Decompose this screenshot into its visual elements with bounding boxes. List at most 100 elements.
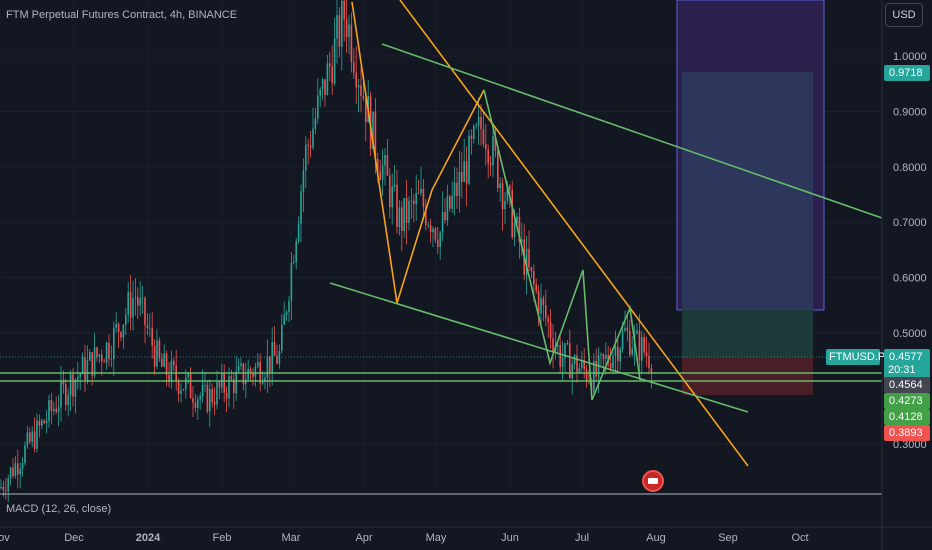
candle-body <box>638 330 641 361</box>
candle-body <box>643 337 645 353</box>
candle-body <box>170 360 173 383</box>
orange-zigzag[interactable] <box>351 1 485 304</box>
time-tick-label: Dec <box>64 532 84 544</box>
macd-indicator-label[interactable]: MACD (12, 26, close) <box>6 503 112 515</box>
candle-body <box>489 163 492 166</box>
candle-body <box>285 312 288 315</box>
candle-body <box>341 0 343 47</box>
candle-body <box>365 98 367 123</box>
candle-body <box>7 478 9 492</box>
candle-body <box>381 165 384 180</box>
candle-body <box>77 376 79 380</box>
candle-body <box>125 314 127 325</box>
candle-body <box>357 85 360 88</box>
candle-body <box>110 359 113 360</box>
candle-body <box>62 381 65 385</box>
entry-zone <box>682 310 813 357</box>
candle-body <box>545 305 547 319</box>
candle-body <box>372 111 374 149</box>
candle-body <box>218 382 221 388</box>
candle-body <box>149 327 151 329</box>
time-tick-label: Feb <box>213 532 232 544</box>
candle-body <box>513 223 516 238</box>
candle-body <box>237 365 240 372</box>
candle-body <box>386 154 389 176</box>
candle-body <box>621 330 624 350</box>
target-zone-inner <box>682 72 813 310</box>
candle-body <box>295 241 297 263</box>
candle-body <box>480 117 482 130</box>
green-lower-channel[interactable] <box>329 282 749 413</box>
candle-body <box>247 368 249 380</box>
green-zigzag[interactable] <box>483 89 641 401</box>
bar-countdown: 20:31 <box>888 364 916 376</box>
candle-body <box>127 292 129 315</box>
candle-body <box>69 374 72 396</box>
candle-body <box>379 171 381 180</box>
candle-body <box>338 15 341 47</box>
candle-body <box>446 196 449 221</box>
time-tick-label: Aug <box>646 532 666 544</box>
candle-body <box>641 337 643 361</box>
candle-body <box>487 149 489 164</box>
candle-body <box>21 463 24 469</box>
stop-price-tag: 0.3893 <box>884 425 930 441</box>
flag-badge-icon[interactable] <box>642 470 664 492</box>
candle-body <box>38 420 41 426</box>
candlestick-series <box>0 0 653 503</box>
candle-body <box>269 356 271 373</box>
candle-body <box>581 359 583 368</box>
candle-body <box>624 327 626 331</box>
candle-body <box>593 360 595 392</box>
candle-body <box>12 467 14 477</box>
price-tick-label: 0.7000 <box>893 217 927 229</box>
candle-body <box>211 389 213 403</box>
candle-body <box>573 355 576 364</box>
candle-body <box>19 468 21 475</box>
orange-trendline[interactable] <box>399 0 749 467</box>
candle-body <box>439 232 441 247</box>
candle-body <box>122 324 125 338</box>
candle-body <box>420 188 422 194</box>
candle-body <box>290 262 293 301</box>
candle-body <box>564 343 566 358</box>
candle-body <box>504 200 506 210</box>
price-tick-label: 0.5000 <box>893 328 927 340</box>
candle-body <box>108 342 110 360</box>
candle-body <box>129 292 132 318</box>
symbol-tag: FTMUSD.P <box>826 349 885 365</box>
candle-body <box>329 63 331 67</box>
candle-body <box>549 322 552 339</box>
candle-body <box>2 486 5 491</box>
time-tick-label: 2024 <box>136 532 161 544</box>
candle-body <box>317 95 319 119</box>
candle-body <box>374 111 377 159</box>
candle-body <box>240 363 242 366</box>
candle-body <box>331 66 333 84</box>
candle-body <box>43 420 45 424</box>
candle-body <box>345 19 348 38</box>
candle-body <box>305 144 307 171</box>
candle-body <box>336 15 338 39</box>
candle-body <box>36 420 38 449</box>
candle-body <box>201 385 204 397</box>
candle-body <box>571 363 573 379</box>
candle-body <box>576 355 578 374</box>
candle-body <box>384 154 386 166</box>
stop-zone[interactable] <box>682 357 813 395</box>
last-price-tag: 0.4577 <box>884 349 930 379</box>
time-axis: Nov Dec 2024 Feb Mar Apr May Jun Jul Aug Sep Oct <box>0 532 809 544</box>
candle-body <box>72 374 74 397</box>
candle-body <box>626 327 629 331</box>
candle-body <box>497 150 499 189</box>
candle-body <box>629 330 631 355</box>
time-tick-label: Apr <box>355 532 372 544</box>
candle-body <box>81 357 84 375</box>
currency-button[interactable]: USD <box>885 3 923 27</box>
green-upper-channel[interactable] <box>381 43 883 219</box>
candle-body <box>429 224 432 233</box>
candle-body <box>177 381 180 394</box>
level-a-tag: 0.4564 <box>884 377 930 393</box>
candle-body <box>161 358 163 367</box>
